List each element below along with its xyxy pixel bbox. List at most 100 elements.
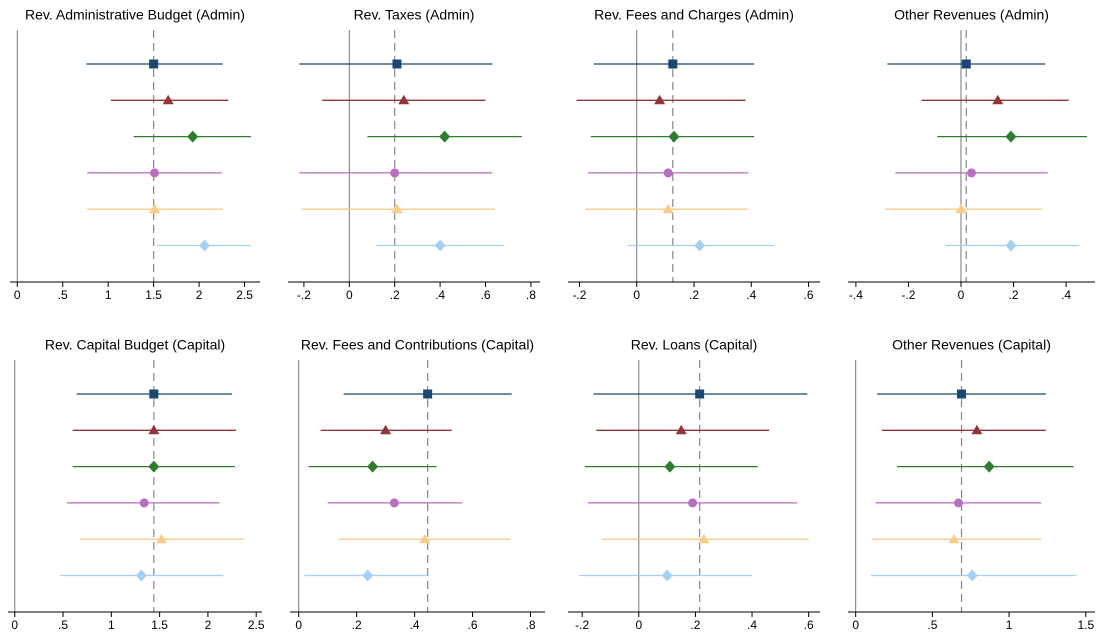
panel-title: Other Revenues (Admin) [894, 7, 1049, 23]
panel: Other Revenues (Capital) 0 .5 1 1.5 [848, 337, 1095, 632]
x-tick-label: 1.5 [151, 618, 168, 632]
point-marker [971, 424, 983, 435]
x-tick-label: .8 [526, 288, 536, 302]
x-tick-label: .6 [804, 288, 814, 302]
point-marker [139, 498, 149, 508]
point-marker [948, 533, 960, 544]
point-marker [135, 569, 147, 582]
x-tick-label: 1.5 [145, 288, 162, 302]
x-tick-label: 2.5 [236, 288, 253, 302]
x-tick-label: .8 [526, 618, 536, 632]
x-tick-label: .5 [927, 618, 937, 632]
panel: Rev. Administrative Budget (Admin) 0 .5 1 1.… [10, 7, 260, 302]
x-tick-label: -.2 [575, 618, 589, 632]
point-marker [983, 460, 995, 473]
point-marker [156, 533, 168, 544]
point-marker [439, 130, 451, 143]
x-tick-label: .2 [689, 288, 699, 302]
point-marker [694, 239, 706, 252]
point-marker [434, 239, 446, 252]
panel: Other Revenues (Admin) -.4 -.2 0 .2 .4 [848, 7, 1095, 302]
x-tick-label: .4 [747, 618, 757, 632]
panel: Rev. Taxes (Admin) -.2 0 .2 .4 .6 .8 [288, 7, 540, 302]
x-tick-label: .2 [690, 618, 700, 632]
x-tick-label: 0 [635, 618, 642, 632]
point-marker [654, 94, 666, 105]
x-tick-label: -.4 [849, 288, 863, 302]
x-tick-label: -.2 [297, 288, 311, 302]
x-tick-label: 2 [205, 618, 212, 632]
panel-title: Rev. Capital Budget (Capital) [45, 337, 225, 353]
x-tick-label: 1 [1006, 618, 1013, 632]
panel-title: Rev. Taxes (Admin) [354, 7, 475, 23]
x-tick-label: 0 [295, 618, 302, 632]
point-marker [199, 239, 211, 252]
x-tick-label: .4 [435, 288, 445, 302]
x-tick-label: .5 [58, 288, 68, 302]
point-marker [148, 424, 160, 435]
panel-title: Rev. Fees and Contributions (Capital) [301, 337, 534, 353]
panel: Rev. Loans (Capital) -.2 0 .2 .4 .6 [568, 337, 820, 632]
point-marker [663, 168, 673, 178]
point-marker [695, 389, 705, 399]
x-tick-label: .5 [58, 618, 68, 632]
panel: Rev. Capital Budget (Capital) 0 .5 1 1.5 2 2.5 [8, 337, 265, 632]
panel-title: Rev. Loans (Capital) [631, 337, 758, 353]
x-tick-label: -.2 [572, 288, 586, 302]
point-marker [162, 94, 174, 105]
x-tick-label: .6 [804, 618, 814, 632]
point-marker [1005, 130, 1017, 143]
x-tick-label: .4 [1061, 288, 1071, 302]
point-marker [423, 389, 433, 399]
x-tick-label: 0 [958, 288, 965, 302]
point-marker [1005, 239, 1017, 252]
point-marker [961, 59, 971, 69]
point-marker [187, 130, 199, 143]
x-tick-label: 2.5 [248, 618, 265, 632]
x-tick-label: .6 [481, 288, 491, 302]
point-marker [675, 424, 687, 435]
x-tick-label: 0 [14, 288, 21, 302]
point-marker [389, 498, 399, 508]
point-marker [362, 569, 374, 582]
point-marker [390, 168, 400, 178]
point-marker [367, 460, 379, 473]
x-tick-label: .6 [468, 618, 478, 632]
x-tick-label: -.2 [901, 288, 915, 302]
point-marker [668, 59, 678, 69]
point-marker [380, 424, 392, 435]
panel-title: Rev. Fees and Charges (Admin) [594, 7, 794, 23]
point-marker [392, 59, 402, 69]
point-marker [953, 498, 963, 508]
point-marker [661, 569, 673, 582]
x-tick-label: 1 [108, 618, 115, 632]
point-marker [149, 389, 159, 399]
point-marker [662, 203, 674, 214]
point-marker [957, 389, 967, 399]
panel: Rev. Fees and Charges (Admin) -.2 0 .2 .4 .6 [568, 7, 820, 302]
point-marker [668, 130, 680, 143]
point-marker [419, 533, 431, 544]
point-marker [149, 203, 161, 214]
point-marker [398, 94, 410, 105]
point-marker [148, 460, 160, 473]
x-tick-label: 0 [346, 288, 353, 302]
point-marker [966, 569, 978, 582]
x-tick-label: .4 [410, 618, 420, 632]
x-tick-label: 2 [196, 288, 203, 302]
x-tick-label: .4 [746, 288, 756, 302]
x-tick-label: 0 [11, 618, 18, 632]
x-tick-label: 1.5 [1077, 618, 1094, 632]
x-tick-label: 0 [852, 618, 859, 632]
point-marker [688, 498, 698, 508]
point-marker [149, 59, 159, 69]
point-marker [664, 460, 676, 473]
point-marker [698, 533, 710, 544]
point-marker [391, 203, 403, 214]
panel-title: Rev. Administrative Budget (Admin) [25, 7, 245, 23]
x-tick-label: 1 [105, 288, 112, 302]
point-marker [955, 203, 967, 214]
x-tick-label: .2 [390, 288, 400, 302]
x-tick-label: .2 [1009, 288, 1019, 302]
panel: Rev. Fees and Contributions (Capital) 0 .2… [290, 337, 545, 632]
